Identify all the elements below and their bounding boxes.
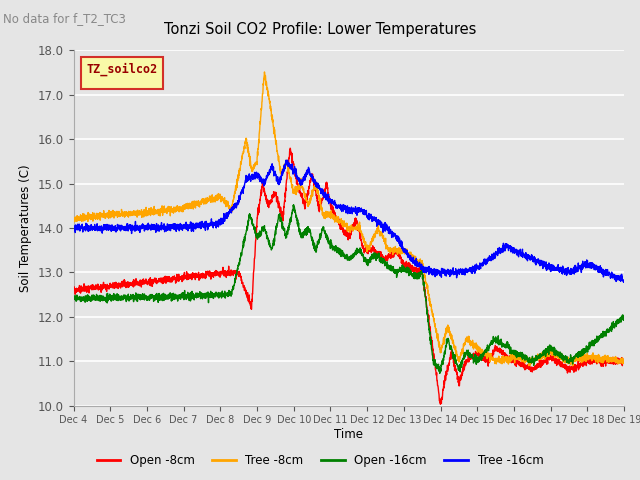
Text: Tonzi Soil CO2 Profile: Lower Temperatures: Tonzi Soil CO2 Profile: Lower Temperatur… (164, 22, 476, 36)
Legend:  (81, 57, 163, 89)
Legend: Open -8cm, Tree -8cm, Open -16cm, Tree -16cm: Open -8cm, Tree -8cm, Open -16cm, Tree -… (92, 449, 548, 472)
Y-axis label: Soil Temperatures (C): Soil Temperatures (C) (19, 164, 32, 292)
X-axis label: Time: Time (334, 428, 364, 441)
Text: No data for f_T2_TC3: No data for f_T2_TC3 (3, 12, 126, 25)
